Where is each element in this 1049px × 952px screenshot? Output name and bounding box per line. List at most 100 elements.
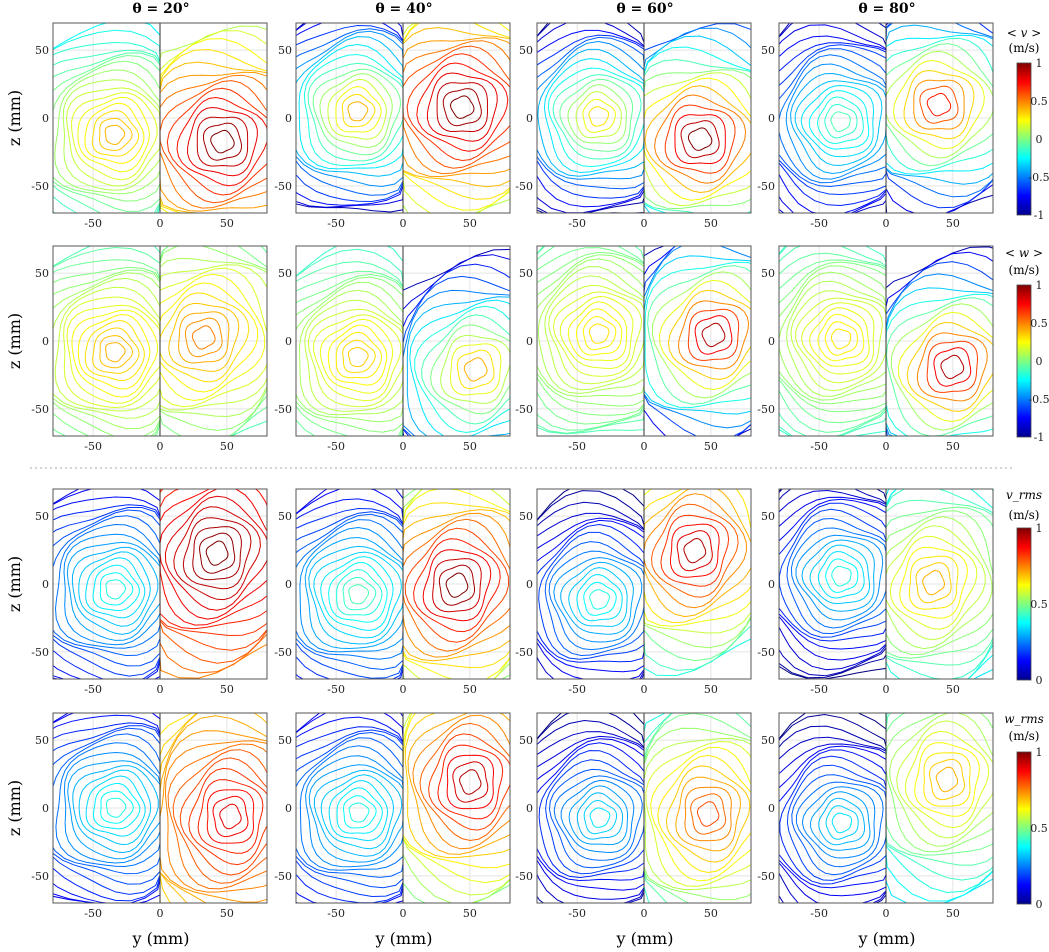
ylabel-row-2: z (mm) xyxy=(5,313,24,369)
contour-line xyxy=(790,527,887,629)
panel-w-rms-theta-60: -50 0 50 50 0 -50 xyxy=(515,712,752,920)
contour-line xyxy=(801,539,875,612)
contour-line xyxy=(935,766,959,793)
y-tick-label: 50 xyxy=(519,510,533,523)
contour-line xyxy=(402,713,510,869)
colorbar-tick-label: 0.5 xyxy=(1030,95,1048,108)
contour-line xyxy=(687,127,713,151)
contour-line xyxy=(419,722,510,842)
contour-line xyxy=(53,515,161,657)
contour-line xyxy=(313,769,403,857)
contour-line xyxy=(654,94,747,184)
colorbar-tick-label: -0.5 xyxy=(1028,171,1049,184)
contour-line xyxy=(327,324,388,386)
contour-line xyxy=(537,247,645,425)
colorbar-unit-w-rms: (m/s) xyxy=(1009,729,1040,743)
contour-line xyxy=(327,78,387,140)
contour-line xyxy=(219,803,242,830)
y-tick-label: 50 xyxy=(519,44,533,57)
contour-line xyxy=(779,246,887,436)
contour-line xyxy=(885,713,993,853)
y-tick-label: 0 xyxy=(285,802,292,815)
contour-line xyxy=(414,305,510,434)
x-tick-label: 50 xyxy=(220,217,234,230)
contour-line xyxy=(567,84,627,144)
contour-line xyxy=(298,43,404,170)
contour-line xyxy=(296,513,404,671)
colorbar-gradient xyxy=(1016,62,1032,216)
contour-line xyxy=(105,342,126,363)
x-tick-label: 50 xyxy=(220,683,234,696)
contour-line xyxy=(544,275,645,391)
contour-line xyxy=(296,246,404,436)
contour-line xyxy=(296,731,404,889)
contour-line xyxy=(348,802,370,823)
contour-line xyxy=(801,786,876,859)
x-tick-label: -50 xyxy=(568,683,586,696)
contour-line xyxy=(53,277,161,419)
contour-line xyxy=(196,116,249,167)
contour-line xyxy=(296,281,404,423)
contour-line xyxy=(452,761,489,803)
y-tick-label: 50 xyxy=(761,44,775,57)
y-tick-label: -50 xyxy=(274,870,292,883)
contour-line xyxy=(904,730,990,829)
contour-line xyxy=(575,308,623,356)
contour-line xyxy=(674,114,726,164)
panel-w-theta-20: -50 0 50 50 0 -50 xyxy=(31,245,268,453)
x-tick-label: 50 xyxy=(463,907,477,920)
contour-line xyxy=(537,719,645,903)
contour-line xyxy=(664,104,736,174)
contour-line xyxy=(589,589,610,610)
contour-line xyxy=(779,489,887,671)
contour-line xyxy=(779,246,887,436)
contour-line xyxy=(402,289,510,436)
x-tick-label: 0 xyxy=(641,217,648,230)
colorbar-gradient xyxy=(1016,751,1032,905)
x-tick-label: 0 xyxy=(641,440,648,453)
y-tick-label: 0 xyxy=(768,335,775,348)
y-tick-label: -50 xyxy=(274,180,292,193)
contour-line xyxy=(537,246,645,435)
x-tick-label: 50 xyxy=(704,440,718,453)
axes-box xyxy=(295,22,511,214)
contour-line xyxy=(320,774,395,850)
colorbar-tick-label: 0.5 xyxy=(1030,598,1048,611)
y-tick-label: -50 xyxy=(515,403,533,416)
contour-line xyxy=(537,246,645,434)
axes-box xyxy=(778,712,994,904)
y-tick-label: 50 xyxy=(761,510,775,523)
contour-line xyxy=(537,254,645,407)
contour-line xyxy=(537,512,645,679)
x-tick-label: -50 xyxy=(568,907,586,920)
contour-line xyxy=(690,793,727,835)
contour-line xyxy=(55,742,161,868)
contour-line xyxy=(299,526,404,653)
contour-line xyxy=(168,303,240,372)
contour-line xyxy=(53,29,161,213)
contour-line xyxy=(779,489,887,677)
contour-line xyxy=(71,546,159,635)
colorbar-unit-w-mean: (m/s) xyxy=(1009,263,1040,277)
x-tick-label: -50 xyxy=(84,217,102,230)
y-tick-label: 0 xyxy=(526,112,533,125)
contour-line xyxy=(885,37,993,172)
contour-line xyxy=(53,41,161,213)
contour-line xyxy=(779,48,887,188)
contour-line xyxy=(296,30,404,188)
contour-line xyxy=(440,335,510,404)
axes-box xyxy=(778,245,994,437)
contour-line xyxy=(402,713,510,896)
panel-w-theta-60: -50 0 50 50 0 -50 xyxy=(515,245,752,453)
contour-line xyxy=(548,768,645,869)
y-tick-label: 0 xyxy=(768,112,775,125)
contour-line xyxy=(643,23,751,213)
contour-line xyxy=(779,23,887,213)
contour-line xyxy=(885,34,993,175)
colorbar-tick-label: 0.5 xyxy=(1030,822,1048,835)
contour-line xyxy=(684,786,732,842)
contour-line xyxy=(412,714,510,850)
contour-line xyxy=(66,304,161,404)
y-tick-label: 0 xyxy=(42,335,49,348)
